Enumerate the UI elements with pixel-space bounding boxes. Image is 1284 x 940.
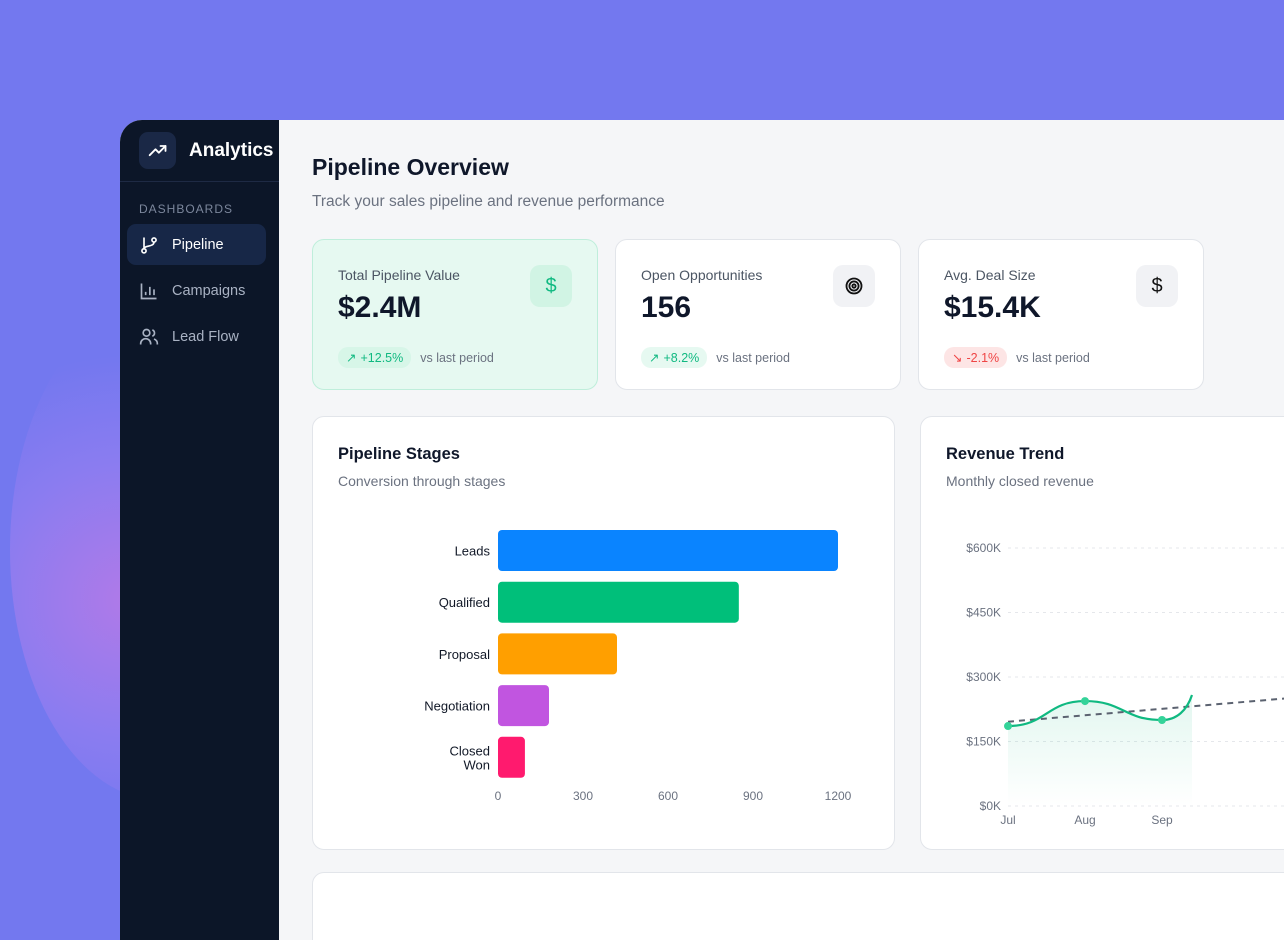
- x-tick-label: Jul: [1000, 813, 1015, 827]
- data-point: [1004, 722, 1012, 731]
- change-badge: ↗ +12.5%: [338, 347, 412, 368]
- page-subtitle: Track your sales pipeline and revenue pe…: [312, 193, 665, 210]
- dollar-icon: $: [530, 265, 572, 307]
- sidebar-item-pipeline[interactable]: Pipeline: [127, 224, 266, 265]
- kpi-note: vs last period: [1016, 350, 1090, 365]
- x-tick-label: 300: [573, 789, 593, 803]
- change-badge: ↘ -2.1%: [944, 347, 1008, 368]
- git-branch-icon: [141, 236, 157, 254]
- bar-label: Leads: [455, 544, 491, 559]
- x-tick-label: Sep: [1151, 813, 1173, 827]
- sidebar-item-label: Pipeline: [172, 236, 224, 253]
- bar-label: Proposal: [439, 647, 490, 662]
- card-title: Pipeline Stages: [338, 445, 460, 463]
- x-tick-label: 1200: [825, 789, 852, 803]
- kpi-label: Open Opportunities: [641, 267, 763, 283]
- trend-line: [1007, 697, 1284, 723]
- bar-label: Negotiation: [424, 699, 490, 714]
- x-tick-label: Aug: [1074, 813, 1095, 827]
- revenue-trend-card: Revenue Trend Monthly closed revenue $0K…: [920, 416, 1284, 850]
- kpi-value: 156: [641, 291, 692, 324]
- sidebar-item-label: Lead Flow: [172, 328, 239, 345]
- pipeline-stages-chart: Leads Qualified Proposal Negotiation Closed W…: [424, 530, 852, 803]
- bar-label: Closed Won: [450, 743, 490, 772]
- kpi-label: Total Pipeline Value: [338, 267, 460, 283]
- sidebar-item-campaigns[interactable]: Campaigns: [127, 270, 266, 311]
- data-point: [1158, 716, 1166, 724]
- change-value: -2.1%: [966, 350, 1000, 365]
- kpi-card-avg-deal-size: Avg. Deal Size $15.4K $ ↘ -2.1% vs last p…: [918, 239, 1204, 390]
- y-tick-label: $600K: [966, 541, 1001, 555]
- y-tick-label: $300K: [966, 670, 1001, 684]
- bar-proposal: [498, 633, 617, 675]
- kpi-value: $2.4M: [338, 291, 422, 324]
- page-title: Pipeline Overview: [312, 154, 509, 180]
- card-subtitle: Monthly closed revenue: [946, 473, 1094, 489]
- main-content: Pipeline Overview Track your sales pipel…: [279, 120, 1284, 940]
- app-window: Analytics DASHBOARDS Pipeline Campaigns …: [120, 120, 1284, 940]
- bar-qualified: [498, 581, 739, 623]
- kpi-note: vs last period: [716, 350, 790, 365]
- change-badge: ↗ +8.2%: [641, 347, 708, 368]
- change-value: +8.2%: [663, 350, 700, 365]
- target-icon: [833, 265, 875, 307]
- pipeline-stages-card: Pipeline Stages Conversion through stage…: [312, 416, 895, 850]
- kpi-card-total-pipeline: Total Pipeline Value $2.4M $ ↗ +12.5% vs …: [312, 239, 598, 390]
- bar-closed-won: [498, 736, 525, 778]
- card-title: Revenue Trend: [946, 445, 1065, 463]
- brand: Analytics: [120, 120, 279, 182]
- sidebar-item-label: Campaigns: [172, 282, 246, 299]
- x-tick-label: 600: [658, 789, 678, 803]
- trending-up-icon: [139, 132, 176, 169]
- kpi-label: Avg. Deal Size: [944, 267, 1036, 283]
- bar-label: Qualified: [439, 595, 490, 610]
- bottom-card: [312, 872, 1284, 940]
- card-subtitle: Conversion through stages: [338, 473, 506, 489]
- change-value: +12.5%: [360, 350, 404, 365]
- users-icon: [139, 328, 159, 344]
- kpi-value: $15.4K: [944, 291, 1041, 324]
- bar-negotiation: [498, 685, 549, 727]
- data-point: [1081, 697, 1089, 706]
- bar-chart-icon: [140, 283, 157, 299]
- kpi-card-open-opportunities: Open Opportunities 156 ↗ +8.2% vs last pe…: [615, 239, 901, 390]
- y-tick-label: $0K: [980, 799, 1001, 813]
- series-line: [1007, 694, 1194, 728]
- area-fill: [1008, 695, 1192, 806]
- x-tick-label: 0: [495, 789, 502, 803]
- app-title: Analytics: [189, 139, 274, 161]
- x-tick-label: 900: [743, 789, 763, 803]
- sidebar-item-lead-flow[interactable]: Lead Flow: [127, 316, 266, 357]
- revenue-trend-chart: $0K $150K $300K $450K $600K Jul Aug Sep: [966, 541, 1284, 827]
- kpi-note: vs last period: [420, 350, 494, 365]
- y-tick-label: $450K: [966, 606, 1001, 620]
- y-tick-label: $150K: [966, 735, 1001, 749]
- section-label: DASHBOARDS: [139, 202, 234, 216]
- dollar-icon: $: [1136, 265, 1178, 307]
- sidebar: Analytics DASHBOARDS Pipeline Campaigns …: [120, 120, 279, 940]
- bar-leads: [498, 530, 838, 571]
